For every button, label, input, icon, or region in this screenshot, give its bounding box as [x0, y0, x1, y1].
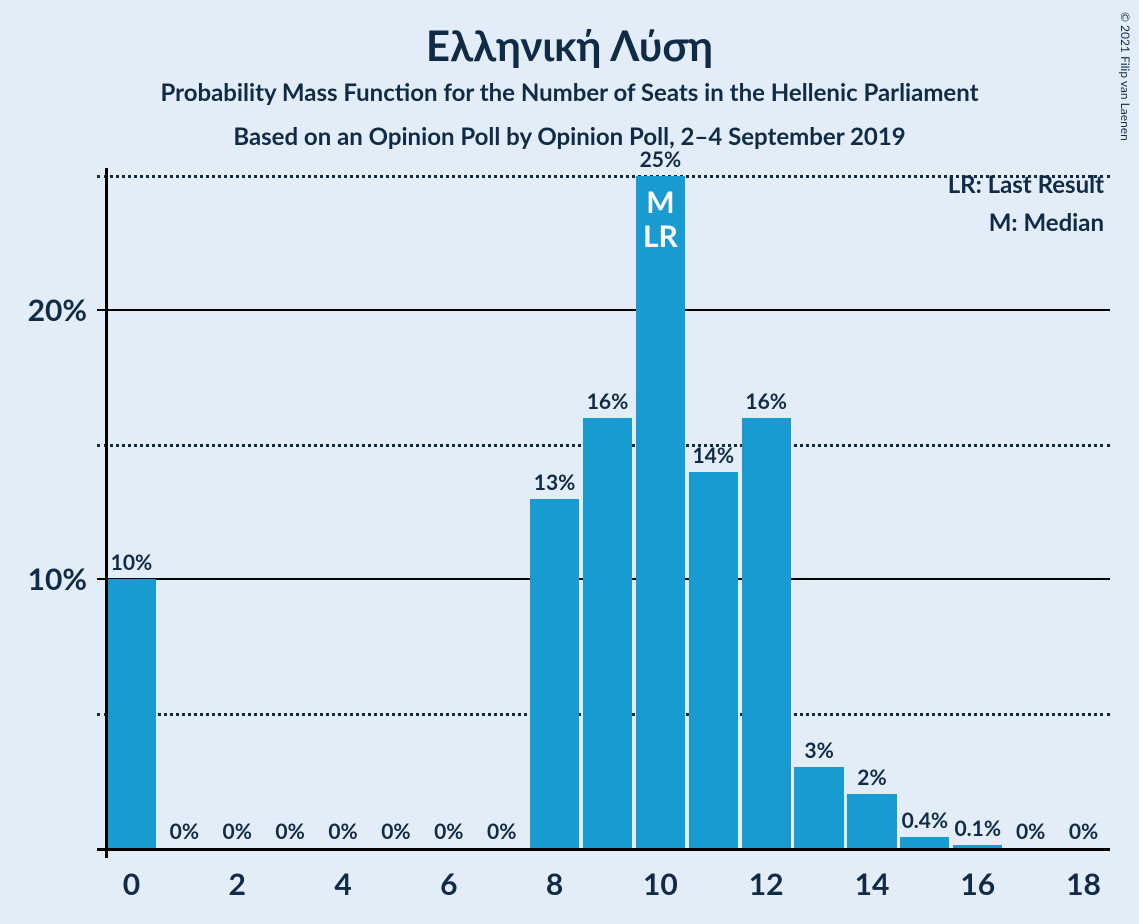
bar-value-label: 16% [587, 389, 629, 414]
bar-value-label: 16% [745, 389, 787, 414]
chart-title: Ελληνική Λύση [0, 20, 1139, 70]
x-axis [97, 848, 1110, 851]
plot-area: 10%20%10%0%0%0%0%0%0%0%13%16%25%14%16%3%… [105, 168, 1110, 848]
chart-canvas: © 2021 Filip van Laenen Ελληνική Λύση Pr… [0, 0, 1139, 924]
bar-value-label: 0.4% [902, 808, 949, 833]
bar-value-label: 14% [692, 443, 734, 468]
bar-value-label: 0% [1069, 819, 1098, 844]
bar [900, 837, 949, 848]
bar [107, 579, 156, 848]
legend-m: M: Median [105, 208, 1104, 237]
x-tick-label: 0 [123, 866, 140, 902]
bar-value-label: 0% [275, 819, 304, 844]
x-tick-label: 2 [229, 866, 246, 902]
bar [794, 767, 843, 848]
bar-value-label: 13% [534, 470, 576, 495]
x-tick-label: 16 [960, 866, 995, 902]
x-tick-label: 4 [334, 866, 351, 902]
bar-value-label: 25% [640, 147, 682, 172]
bar-value-label: 0% [487, 819, 516, 844]
x-tick-label: 10 [643, 866, 678, 902]
y-axis [105, 168, 108, 858]
x-tick-label: 14 [855, 866, 890, 902]
bar-value-label: 0% [1016, 819, 1045, 844]
bar-value-label: 10% [111, 550, 153, 575]
y-tick-label: 20% [28, 292, 87, 328]
bar [847, 794, 896, 848]
x-tick-label: 8 [546, 866, 563, 902]
y-tick-label: 10% [28, 561, 87, 597]
legend-lr: LR: Last Result [105, 170, 1104, 199]
bar-value-label: 3% [804, 738, 833, 763]
chart-subtitle-2: Based on an Opinion Poll by Opinion Poll… [0, 122, 1139, 151]
x-tick-label: 18 [1066, 866, 1101, 902]
x-tick-label: 12 [749, 866, 784, 902]
bar [742, 418, 791, 848]
bar-value-label: 0% [328, 819, 357, 844]
x-tick-label: 6 [440, 866, 457, 902]
bar [689, 472, 738, 848]
bar-value-label: 0% [170, 819, 199, 844]
bar [530, 499, 579, 848]
bar [636, 176, 685, 848]
bar-value-label: 0.1% [954, 816, 1001, 841]
bar [583, 418, 632, 848]
bar-value-label: 0% [223, 819, 252, 844]
bar-value-label: 2% [857, 765, 886, 790]
chart-subtitle-1: Probability Mass Function for the Number… [0, 78, 1139, 107]
grid-major [97, 309, 1110, 311]
bar-value-label: 0% [381, 819, 410, 844]
bar-value-label: 0% [434, 819, 463, 844]
